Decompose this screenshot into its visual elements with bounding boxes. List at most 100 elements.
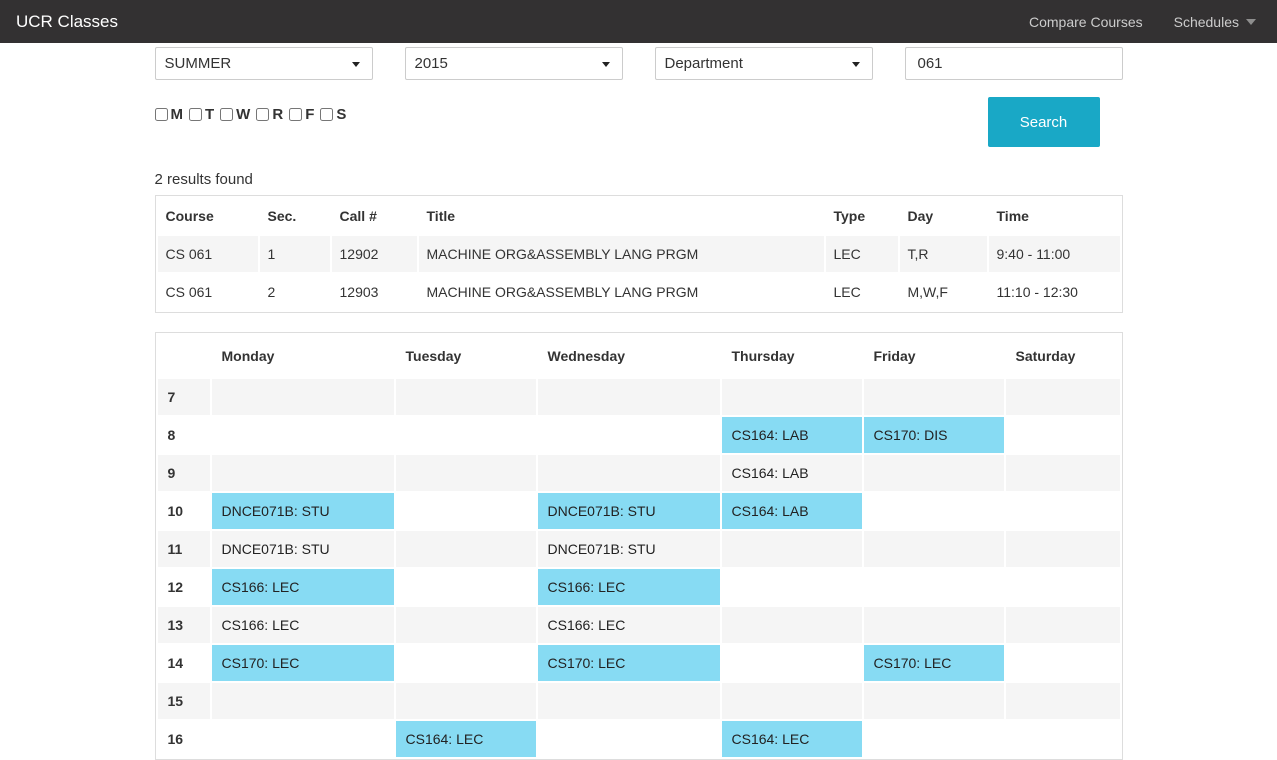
schedule-day-header-friday: Friday xyxy=(873,348,916,364)
day-checkbox-R[interactable] xyxy=(256,108,270,121)
results-table: Course Sec. Call # Title Type Day Time CS 061 1… xyxy=(154,195,1123,313)
days-and-search-row: M T W R F S Search xyxy=(154,97,1123,147)
schedule-cell xyxy=(864,569,1004,605)
schedule-block[interactable]: DNCE071B: STU xyxy=(211,531,394,567)
schedule-cell xyxy=(722,569,862,605)
results-cell: T,R xyxy=(899,236,987,272)
schedule-cell xyxy=(722,645,862,681)
schedule-cell xyxy=(721,531,862,567)
day-checkbox-item-M: M xyxy=(154,106,183,123)
schedule-row: 9 CS164: LAB xyxy=(157,455,1120,491)
schedule-hour-label: 13 xyxy=(157,607,210,643)
schedule-cell xyxy=(721,379,862,415)
schedule-block[interactable]: CS170: LEC xyxy=(211,645,394,681)
schedule-cell xyxy=(396,493,536,529)
schedule-cell xyxy=(538,417,720,453)
schedule-block[interactable]: CS170: LEC xyxy=(537,645,720,681)
schedule-cell xyxy=(1005,455,1120,491)
schedule-cell xyxy=(1005,607,1120,643)
day-checkbox-item-F: F xyxy=(289,106,314,123)
schedule-cell xyxy=(1006,417,1120,453)
schedule-cell xyxy=(1006,721,1120,757)
schedule-hour-label: 9 xyxy=(157,455,210,491)
day-checkbox-T[interactable] xyxy=(189,108,202,121)
schedule-block[interactable]: CS166: LEC xyxy=(537,569,720,605)
day-checkbox-item-W: W xyxy=(220,106,250,123)
schedule-cell xyxy=(864,721,1004,757)
schedule-block[interactable]: CS166: LEC xyxy=(211,569,394,605)
results-cell: 9:40 - 11:00 xyxy=(988,236,1120,272)
course-number-input[interactable] xyxy=(904,47,1123,80)
schedule-hour-label: 15 xyxy=(157,683,210,719)
schedule-cell xyxy=(537,683,720,719)
year-select-value: 2015 xyxy=(414,55,448,72)
search-button[interactable]: Search xyxy=(987,97,1100,147)
nav-link-schedules[interactable]: Schedules xyxy=(1174,14,1256,30)
day-checkbox-label-T: T xyxy=(205,106,215,123)
schedule-corner-cell xyxy=(158,335,210,377)
results-cell: MACHINE ORG&ASSEMBLY LANG PRGM xyxy=(426,284,699,300)
schedule-row: 10 DNCE071B: STU DNCE071B: STU CS164: LAB xyxy=(158,493,1120,529)
schedule-block[interactable]: CS170: LEC xyxy=(863,645,1004,681)
nav-link-compare-courses[interactable]: Compare Courses xyxy=(1029,13,1143,30)
schedule-hour-label: 7 xyxy=(157,379,210,415)
schedule-block[interactable]: CS164: LEC xyxy=(721,721,862,757)
day-checkbox-M[interactable] xyxy=(154,108,168,121)
table-row[interactable]: CS 061 1 12902 MACHINE ORG&ASSEMBLY LANG PR… xyxy=(157,236,1120,272)
day-checkbox-label-S: S xyxy=(336,106,347,123)
brand-link[interactable]: UCR Classes xyxy=(16,11,119,31)
schedule-block[interactable]: CS164: LAB xyxy=(721,455,862,491)
day-checkbox-label-F: F xyxy=(305,106,315,123)
day-checkbox-label-W: W xyxy=(236,106,251,123)
schedule-cell xyxy=(863,683,1004,719)
schedule-cell xyxy=(395,683,536,719)
schedule-cell xyxy=(395,455,536,491)
results-cell: LEC xyxy=(825,236,898,272)
schedule-cell xyxy=(1005,379,1120,415)
schedule-hour-label: 16 xyxy=(167,731,184,747)
chevron-down-icon xyxy=(1246,18,1256,25)
day-checkbox-S[interactable] xyxy=(320,108,334,121)
schedule-block[interactable]: CS166: LEC xyxy=(537,607,720,643)
results-cell: M,W,F xyxy=(907,284,948,300)
results-cell: CS 061 xyxy=(157,236,258,272)
schedule-cell xyxy=(538,721,720,757)
results-col-header: Title xyxy=(426,208,456,224)
schedule-cell xyxy=(395,531,536,567)
schedule-block[interactable]: CS166: LEC xyxy=(211,607,394,643)
results-col-header: Course xyxy=(165,208,214,224)
navbar-links: Compare Courses Schedules xyxy=(998,14,1256,30)
year-select[interactable]: 2015 xyxy=(404,47,623,80)
schedule-day-header-saturday: Saturday xyxy=(1015,348,1076,364)
day-checkbox-item-T: T xyxy=(189,106,214,123)
day-checkbox-W[interactable] xyxy=(220,108,234,121)
schedule-block[interactable]: DNCE071B: STU xyxy=(537,531,720,567)
schedule-row: 13 CS166: LEC CS166: LEC xyxy=(157,607,1120,643)
schedule-cell xyxy=(863,379,1004,415)
schedule-block[interactable]: CS170: DIS xyxy=(863,417,1004,453)
schedule-day-header-monday: Monday xyxy=(221,348,275,364)
filter-row: SUMMER 2015 Department xyxy=(154,47,1123,80)
day-checkbox-F[interactable] xyxy=(289,108,303,121)
schedule-block[interactable]: CS164: LAB xyxy=(721,417,862,453)
term-select-value: SUMMER xyxy=(164,55,232,72)
schedule-hour-label: 10 xyxy=(167,503,184,519)
table-row[interactable]: CS 061 2 12903 MACHINE ORG&ASSEMBLY LANG PR… xyxy=(158,274,1120,310)
term-select[interactable]: SUMMER xyxy=(154,47,373,80)
schedule-cell xyxy=(1005,683,1120,719)
results-cell: LEC xyxy=(833,284,861,300)
schedule-block[interactable]: CS164: LEC xyxy=(395,721,536,757)
schedule-cell xyxy=(1006,645,1120,681)
results-cell: 2 xyxy=(267,284,276,300)
schedule-block[interactable]: DNCE071B: STU xyxy=(211,493,394,529)
schedule-row: 11 DNCE071B: STU DNCE071B: STU xyxy=(157,531,1120,567)
results-cell: CS 061 xyxy=(165,284,213,300)
schedule-row: 8 CS164: LAB CS170: DIS xyxy=(158,417,1120,453)
department-select[interactable]: Department xyxy=(654,47,873,80)
results-cell: MACHINE ORG&ASSEMBLY LANG PRGM xyxy=(418,236,824,272)
schedule-cell xyxy=(1005,531,1120,567)
schedule-day-header-thursday: Thursday xyxy=(731,348,795,364)
schedule-block[interactable]: DNCE071B: STU xyxy=(537,493,720,529)
schedule-cell xyxy=(395,379,536,415)
schedule-block[interactable]: CS164: LAB xyxy=(721,493,862,529)
